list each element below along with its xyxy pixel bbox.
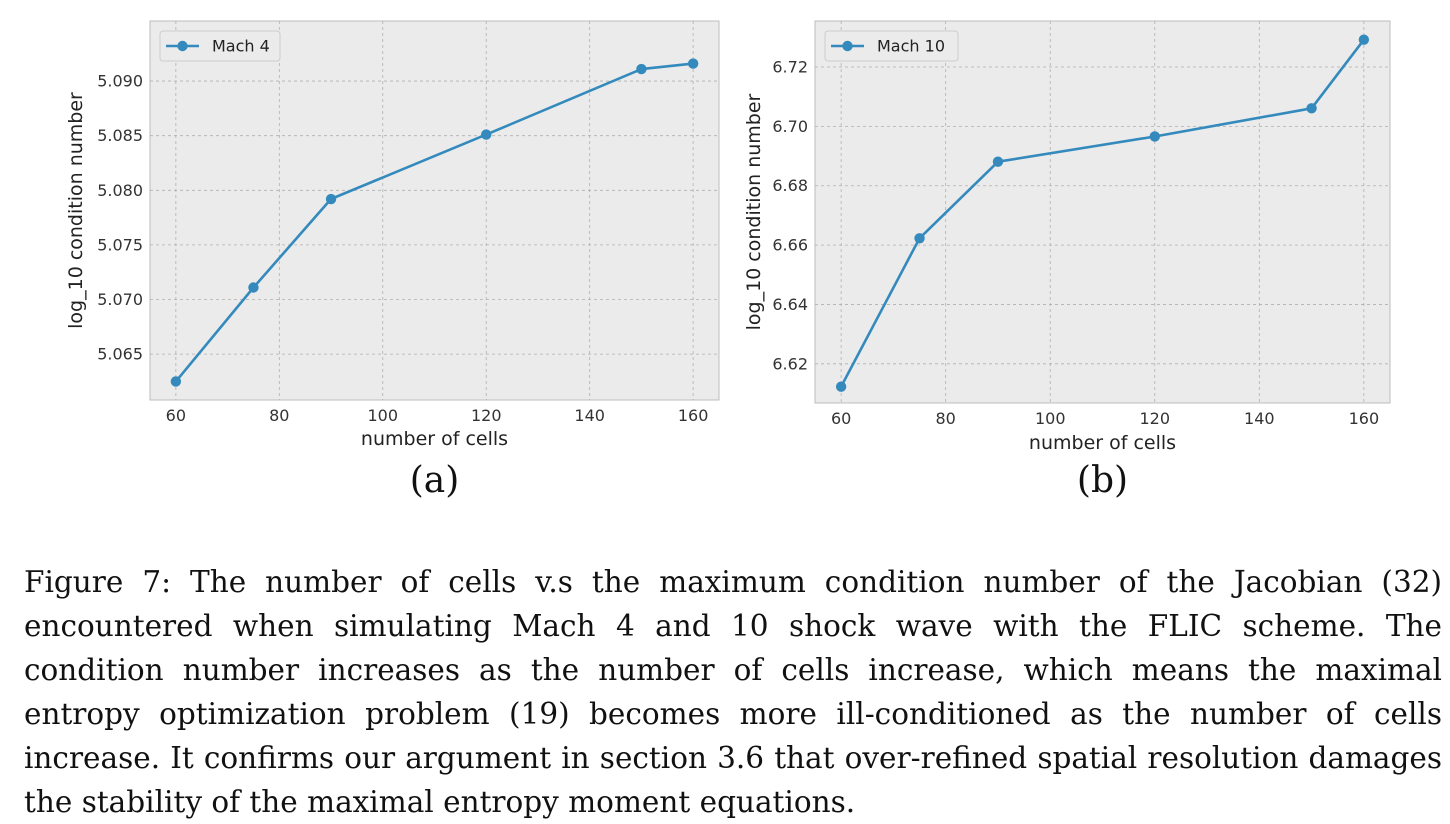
x-tick-label: 160 — [1349, 409, 1380, 428]
x-tick-label: 60 — [166, 406, 186, 425]
data-point — [687, 58, 699, 69]
legend-label: Mach 10 — [877, 37, 945, 56]
data-point — [914, 233, 925, 244]
y-axis-label: log_10 condition number — [743, 93, 765, 330]
plot-area — [814, 20, 1391, 404]
data-point — [1358, 34, 1370, 45]
chart-b: 60 80 100 120 140 160 6.62 6.64 6.66 6.68 6.70 6.72… — [743, 20, 1391, 501]
legend-marker-swatch — [842, 40, 853, 52]
x-tick-label: 80 — [936, 409, 956, 428]
x-tick-label: 140 — [1244, 409, 1275, 428]
data-point — [1306, 103, 1317, 114]
plot-area — [149, 20, 720, 401]
y-tick-label: 5.065 — [97, 345, 143, 364]
series-line — [174, 62, 694, 383]
chart-a: 60 80 100 120 140 160 5.065 5.070 5.075 5.080 5.08… — [65, 20, 720, 501]
y-tick-label: 5.090 — [97, 72, 143, 91]
x-tick-label: 80 — [269, 406, 289, 425]
x-tick-label: 120 — [1139, 409, 1170, 428]
x-tick-label: 160 — [678, 406, 709, 425]
y-tick-label: 5.070 — [97, 290, 143, 309]
data-point — [248, 282, 259, 293]
data-point — [170, 376, 182, 387]
x-axis-label: number of cells — [1029, 432, 1176, 454]
y-tick-label: 5.080 — [97, 181, 143, 200]
figure-caption: Figure 7: The number of cells v.s the ma… — [24, 565, 1442, 819]
y-tick-label: 5.085 — [97, 126, 143, 145]
y-tick-label: 6.68 — [772, 176, 808, 195]
x-tick-label: 100 — [1035, 409, 1066, 428]
x-tick-label: 60 — [831, 409, 851, 428]
y-tick-label: 6.70 — [772, 117, 808, 136]
x-axis-label: number of cells — [361, 428, 508, 450]
data-point — [992, 156, 1004, 167]
data-point — [835, 381, 847, 392]
data-point — [481, 129, 492, 140]
legend-label: Mach 4 — [212, 37, 270, 56]
y-tick-label: 6.66 — [772, 236, 808, 255]
series-line — [839, 38, 1365, 388]
y-axis-label: log_10 condition number — [65, 92, 87, 329]
x-tick-label: 100 — [367, 406, 398, 425]
y-tick-label: 6.64 — [772, 295, 808, 314]
panel-label: (a) — [410, 460, 460, 501]
data-point — [636, 63, 647, 75]
x-tick-label: 120 — [471, 406, 502, 425]
legend-box — [824, 30, 959, 62]
legend-box — [159, 30, 281, 62]
legend-marker-swatch — [177, 40, 188, 52]
y-tick-label: 5.075 — [97, 235, 143, 254]
y-tick-label: 6.62 — [772, 354, 808, 373]
x-tick-label: 140 — [574, 406, 605, 425]
panel-label: (b) — [1077, 460, 1128, 501]
data-point — [325, 193, 337, 205]
y-tick-label: 6.72 — [772, 58, 808, 77]
data-point — [1149, 131, 1160, 142]
